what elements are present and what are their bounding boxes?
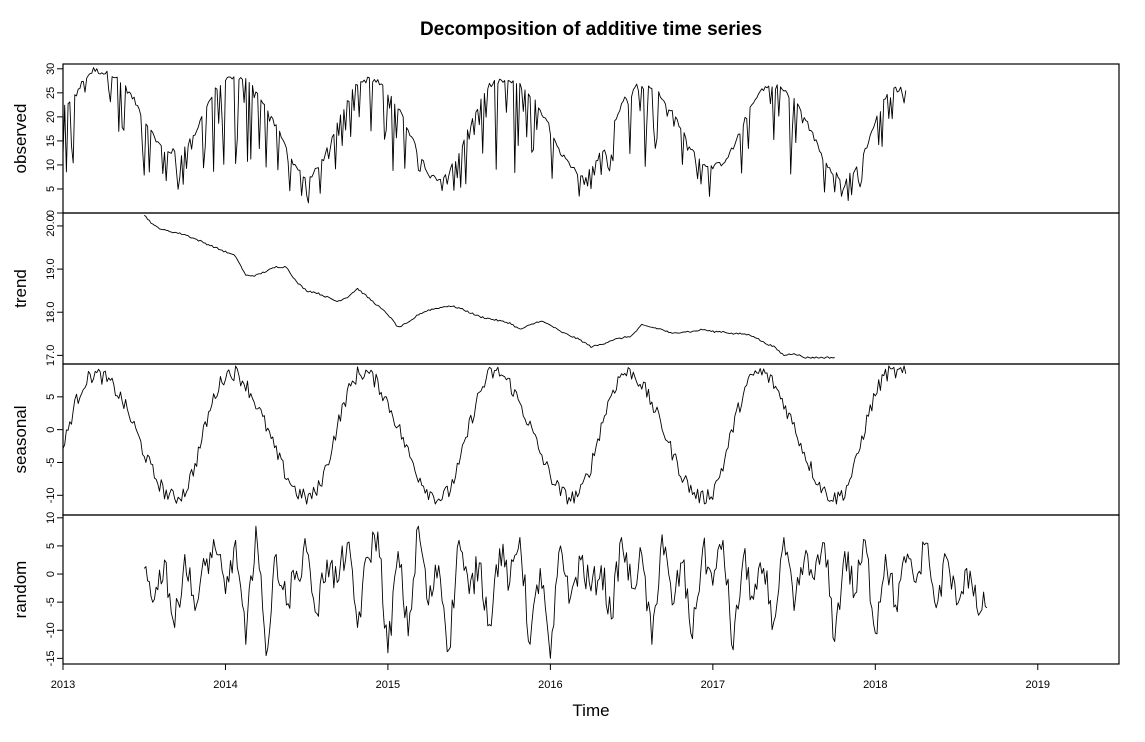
panel-observed-frame bbox=[62, 63, 1120, 214]
panel-observed-ylabel: observed bbox=[11, 104, 30, 174]
y-tick-label: 18.0 bbox=[45, 302, 57, 323]
panel-random-ylabel: random bbox=[11, 561, 30, 619]
y-tick-label: 0 bbox=[45, 210, 57, 216]
y-tick-label: 0 bbox=[45, 571, 57, 577]
panel-trend-frame bbox=[62, 212, 1120, 365]
x-tick-label: 2016 bbox=[538, 679, 562, 691]
panels-layer: 0 5 10 15 20 25 30 observed 17.0 18.0 19.0 20.0 tren… bbox=[11, 63, 1120, 666]
y-tick-label: 25 bbox=[45, 87, 57, 99]
panel-seasonal: -10 -5 0 5 seasonal bbox=[11, 363, 1120, 516]
y-tick-label: 5 bbox=[45, 394, 57, 400]
y-tick-label: -10 bbox=[45, 487, 57, 503]
y-tick-label: -5 bbox=[45, 458, 57, 468]
series-seasonal-line bbox=[62, 365, 907, 505]
y-tick-label: 0 bbox=[45, 427, 57, 433]
y-tick-label: 20 bbox=[45, 111, 57, 123]
series-observed-line bbox=[62, 67, 907, 204]
x-tick-label: 2013 bbox=[51, 679, 75, 691]
x-tick-label: 2015 bbox=[376, 679, 400, 691]
panel-trend-ylabel: trend bbox=[11, 269, 30, 308]
y-tick-label: 10 bbox=[45, 512, 57, 524]
y-tick-label: -5 bbox=[45, 597, 57, 607]
series-trend-line bbox=[143, 214, 835, 359]
panel-seasonal-frame bbox=[62, 363, 1120, 516]
chart-title: Decomposition of additive time series bbox=[420, 19, 762, 40]
x-tick-label: 2019 bbox=[1026, 679, 1050, 691]
x-axis: 2013 2014 2015 2016 2017 2018 2019 bbox=[51, 663, 1050, 691]
y-tick-label: 5 bbox=[45, 543, 57, 549]
y-tick-label: 17.0 bbox=[45, 345, 57, 366]
y-tick-label: 5 bbox=[45, 186, 57, 192]
y-tick-label: 30 bbox=[45, 63, 57, 75]
y-tick-label: 10 bbox=[45, 159, 57, 171]
y-tick-label: -10 bbox=[45, 622, 57, 638]
x-tick-label: 2014 bbox=[213, 679, 237, 691]
panel-observed: 0 5 10 15 20 25 30 observed bbox=[11, 63, 1120, 216]
panel-trend: 17.0 18.0 19.0 20.0 trend bbox=[11, 212, 1120, 366]
y-tick-label: 20.0 bbox=[45, 215, 57, 236]
y-tick-label: 19.0 bbox=[45, 258, 57, 279]
x-tick-label: 2018 bbox=[863, 679, 887, 691]
series-random-line bbox=[143, 525, 988, 659]
y-tick-label: -15 bbox=[45, 650, 57, 666]
x-tick-label: 2017 bbox=[701, 679, 725, 691]
panel-seasonal-ylabel: seasonal bbox=[11, 405, 30, 473]
y-tick-label: 15 bbox=[45, 135, 57, 147]
panel-random: -15 -10 -5 0 5 10 random bbox=[11, 512, 1120, 666]
x-axis-title: Time bbox=[572, 701, 609, 720]
